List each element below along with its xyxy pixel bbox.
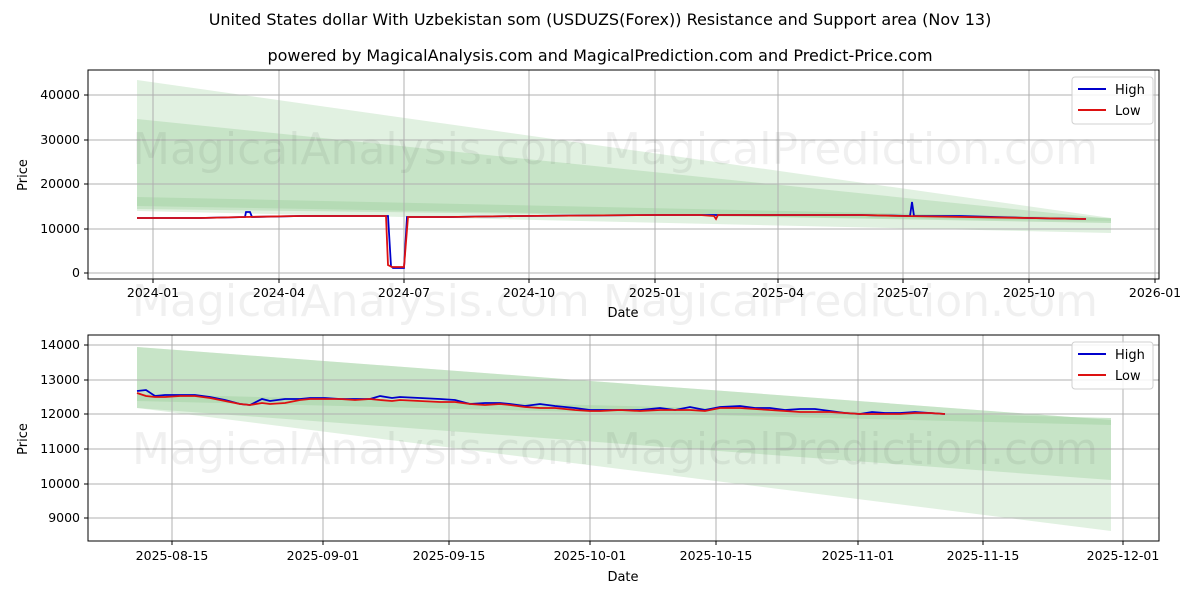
top-y-ticks bbox=[84, 94, 88, 274]
top-xtick: 2025-01 bbox=[629, 285, 681, 300]
top-band-inner bbox=[137, 119, 1111, 221]
bottom-high-line bbox=[136, 389, 946, 415]
watermark-analysis: MagicalAnalysis.com bbox=[132, 276, 590, 327]
bottom-ytick: 11000 bbox=[40, 441, 80, 456]
chart-subtitle: powered by MagicalAnalysis.com and Magic… bbox=[267, 46, 933, 65]
bottom-ytick: 9000 bbox=[48, 510, 80, 525]
bottom-ytick: 12000 bbox=[40, 406, 80, 421]
top-ytick: 10000 bbox=[40, 221, 80, 236]
top-ytick: 30000 bbox=[40, 132, 80, 147]
top-axes-frame bbox=[87, 69, 1160, 280]
legend-low: Low bbox=[1115, 104, 1141, 119]
top-high-line bbox=[137, 201, 1087, 269]
watermark-prediction: MagicalPrediction.com bbox=[603, 124, 1098, 175]
watermark-analysis: MagicalAnalysis.com bbox=[132, 124, 590, 175]
top-ytick: 0 bbox=[72, 265, 80, 280]
bottom-xtick: 2025-08-15 bbox=[136, 548, 209, 563]
top-ytick: 20000 bbox=[40, 176, 80, 191]
bottom-xtick: 2025-09-01 bbox=[287, 548, 360, 563]
top-ylabel: Price bbox=[16, 159, 31, 191]
bottom-ytick: 10000 bbox=[40, 476, 80, 491]
watermark-prediction: MagicalPrediction.com bbox=[603, 424, 1098, 475]
bottom-low-line bbox=[136, 392, 946, 415]
top-xtick: 2025-10 bbox=[1003, 285, 1055, 300]
bottom-grid bbox=[88, 335, 1159, 541]
top-xtick: 2024-01 bbox=[127, 285, 179, 300]
top-xtick: 2024-07 bbox=[378, 285, 430, 300]
top-band-strip bbox=[137, 197, 1111, 223]
top-xtick: 2024-04 bbox=[253, 285, 305, 300]
bottom-legend: High Low bbox=[1071, 341, 1154, 390]
bottom-xtick: 2025-11-15 bbox=[947, 548, 1020, 563]
top-xtick: 2025-04 bbox=[752, 285, 804, 300]
watermark-analysis: MagicalAnalysis.com bbox=[132, 424, 590, 475]
top-xtick: 2024-10 bbox=[503, 285, 555, 300]
legend-high: High bbox=[1115, 348, 1145, 363]
bottom-xlabel: Date bbox=[607, 570, 638, 585]
top-xtick: 2025-07 bbox=[877, 285, 929, 300]
bottom-chart: MagicalAnalysis.com MagicalPrediction.co… bbox=[16, 334, 1160, 585]
top-legend: High Low bbox=[1071, 76, 1154, 125]
bottom-ytick: 14000 bbox=[40, 337, 80, 352]
bottom-xtick: 2025-10-15 bbox=[680, 548, 753, 563]
top-grid bbox=[88, 70, 1159, 279]
top-x-ticks bbox=[152, 279, 1156, 283]
bottom-y-ticks bbox=[84, 344, 88, 519]
top-low-line bbox=[137, 214, 1087, 268]
top-ytick: 40000 bbox=[40, 87, 80, 102]
bottom-xtick: 2025-12-01 bbox=[1087, 548, 1160, 563]
bottom-xtick: 2025-09-15 bbox=[413, 548, 486, 563]
bottom-ytick: 13000 bbox=[40, 372, 80, 387]
watermark-prediction: MagicalPrediction.com bbox=[603, 276, 1098, 327]
bottom-xtick: 2025-11-01 bbox=[822, 548, 895, 563]
bottom-xtick: 2025-10-01 bbox=[554, 548, 627, 563]
chart-title: United States dollar With Uzbekistan som… bbox=[208, 10, 992, 29]
bottom-axes-frame bbox=[87, 334, 1160, 542]
bottom-x-ticks bbox=[171, 541, 1124, 545]
legend-low: Low bbox=[1115, 369, 1141, 384]
top-chart: MagicalAnalysis.com MagicalPrediction.co… bbox=[16, 69, 1181, 327]
bottom-ylabel: Price bbox=[16, 423, 31, 455]
top-xtick: 2026-01 bbox=[1129, 285, 1181, 300]
legend-high: High bbox=[1115, 83, 1145, 98]
top-xlabel: Date bbox=[607, 306, 638, 321]
